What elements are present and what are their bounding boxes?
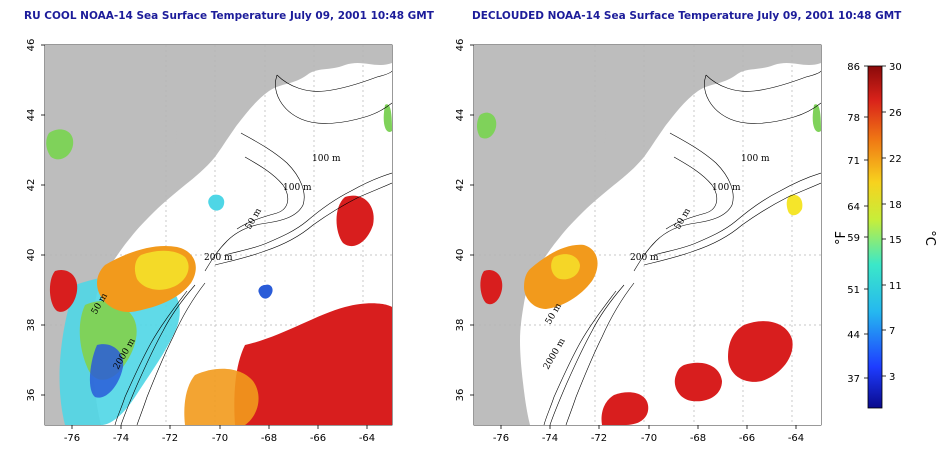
lat-axis-left xyxy=(41,44,45,396)
colorbar-f-tick: 86 xyxy=(847,62,860,73)
lat-tick: 46 xyxy=(455,39,466,52)
lon-tick: -74 xyxy=(113,433,129,444)
lat-tick: 44 xyxy=(26,109,37,122)
lon-tick: -64 xyxy=(788,433,804,444)
isobath-label: 100 m xyxy=(712,183,741,193)
lon-tick: -72 xyxy=(162,433,178,444)
lat-tick: 44 xyxy=(455,109,466,122)
colorbar-gradient xyxy=(867,65,883,409)
lat-tick: 46 xyxy=(26,39,37,52)
lon-tick: -68 xyxy=(261,433,277,444)
colorbar-c-tick: 3 xyxy=(889,372,895,383)
isobath-label: 200 m xyxy=(204,253,233,263)
lon-tick: -64 xyxy=(359,433,375,444)
lon-axis-left xyxy=(71,425,368,429)
lat-tick: 42 xyxy=(455,179,466,192)
colorbar-f-tick: 59 xyxy=(847,233,860,244)
lat-tick: 40 xyxy=(26,249,37,262)
isobath-label: 100 m xyxy=(283,183,312,193)
isobath-label: 100 m xyxy=(312,154,341,164)
colorbar-c-tick: 7 xyxy=(889,326,895,337)
isobath-label: 200 m xyxy=(630,253,659,263)
colorbar: 86 78 71 64 59 51 44 37 30 26 22 18 15 1… xyxy=(834,62,937,409)
lon-axis-right xyxy=(500,425,797,429)
lat-tick: 40 xyxy=(455,249,466,262)
colorbar-c-tick: 11 xyxy=(889,281,902,292)
map-panel-left xyxy=(44,44,393,426)
colorbar-c-tick: 22 xyxy=(889,154,902,165)
lon-tick: -66 xyxy=(739,433,755,444)
colorbar-c-tick: 15 xyxy=(889,235,902,246)
colorbar-c-tick: 26 xyxy=(889,108,902,119)
lon-tick: -66 xyxy=(310,433,326,444)
colorbar-c-tick: 30 xyxy=(889,62,902,73)
sst-pixels-left xyxy=(46,104,392,425)
lon-tick: -76 xyxy=(64,433,80,444)
lat-tick-labels: 46 44 42 40 38 36 46 44 42 40 38 36 xyxy=(26,39,466,402)
unit-celsius: °C xyxy=(922,230,937,246)
lon-tick: -68 xyxy=(690,433,706,444)
colorbar-c-tick: 18 xyxy=(889,200,902,211)
sst-pixels-right xyxy=(477,104,821,425)
lon-tick: -70 xyxy=(641,433,657,444)
colorbar-f-tick: 44 xyxy=(847,330,860,341)
map-panel-right xyxy=(473,44,822,426)
unit-fahrenheit: °F xyxy=(834,231,849,245)
lon-tick-labels: -76 -74 -72 -70 -68 -66 -64 -76 -74 -72 … xyxy=(64,433,804,444)
colorbar-f-tick: 37 xyxy=(847,374,860,385)
lat-tick: 38 xyxy=(26,319,37,332)
lat-axis-right xyxy=(470,44,474,396)
panel-title-left: RU COOL NOAA-14 Sea Surface Temperature … xyxy=(24,10,434,22)
colorbar-f-tick: 71 xyxy=(847,156,860,167)
lon-tick: -72 xyxy=(591,433,607,444)
lat-tick: 42 xyxy=(26,179,37,192)
colorbar-f-tick: 51 xyxy=(847,285,860,296)
lon-tick: -76 xyxy=(493,433,509,444)
lat-tick: 38 xyxy=(455,319,466,332)
lon-tick: -74 xyxy=(542,433,558,444)
isobath-label: 100 m xyxy=(741,154,770,164)
lat-tick: 36 xyxy=(455,389,466,402)
lat-tick: 36 xyxy=(26,389,37,402)
panel-title-right: DECLOUDED NOAA-14 Sea Surface Temperatur… xyxy=(472,10,902,22)
lon-tick: -70 xyxy=(212,433,228,444)
colorbar-f-tick: 78 xyxy=(847,113,860,124)
colorbar-f-tick: 64 xyxy=(847,202,860,213)
